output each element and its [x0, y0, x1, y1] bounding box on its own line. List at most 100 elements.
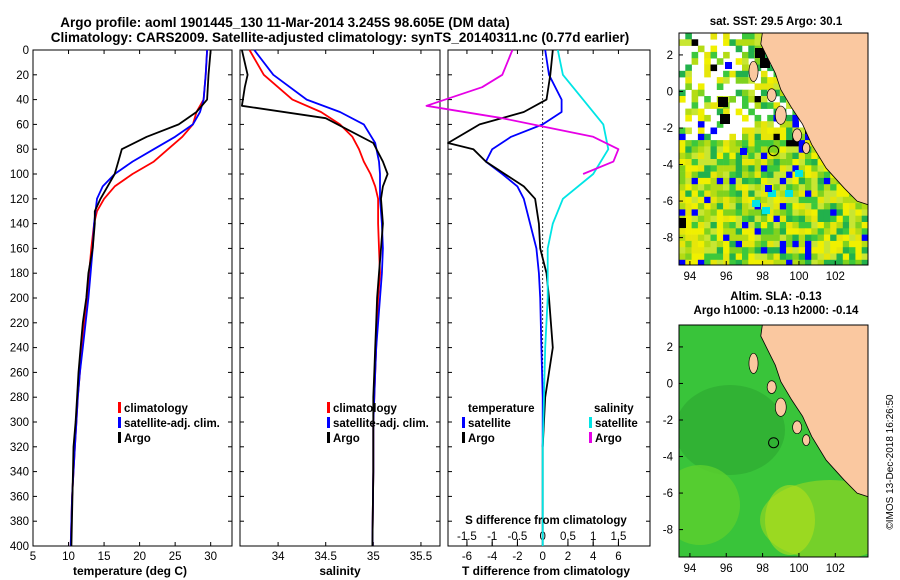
map-field [679, 325, 868, 557]
sst-cell [742, 114, 749, 122]
legend-satellite: satellite-adj. clim. [333, 418, 429, 430]
sst-cell [836, 215, 844, 223]
sst-cell [798, 247, 806, 254]
difference-legend: temperature satellite Argo salinity sate… [462, 403, 638, 445]
sst-cell [792, 114, 799, 122]
sst-cell [710, 209, 718, 216]
sst-cell [836, 222, 844, 229]
legend-swatch-argo [327, 432, 330, 443]
sst-cell [729, 171, 736, 179]
salinity-xlabel: salinity [319, 564, 361, 578]
sst-cell [836, 203, 844, 210]
sst-cell [716, 171, 724, 179]
sst-cell [723, 228, 730, 235]
sst-cell [773, 133, 781, 141]
sst-cell [760, 184, 768, 191]
sst-cell [842, 259, 850, 265]
sst-cell [697, 247, 705, 254]
sst-cell [842, 253, 850, 261]
sst-cell [697, 234, 705, 242]
sst-cell [697, 108, 705, 116]
sst-cell [760, 83, 768, 90]
sst-cell [742, 89, 749, 97]
sst-cell [795, 170, 803, 177]
sst-cell [754, 259, 762, 265]
sst-cell [742, 228, 749, 235]
sst-cell [817, 222, 825, 229]
sst-cell [830, 190, 837, 198]
sst-cell [767, 64, 774, 72]
y-tick-label: 200 [10, 293, 29, 305]
sst-cell [691, 140, 699, 147]
sla-map: 94 96 98 100 102 2 0 -2 -4 -6 -8 [663, 324, 869, 575]
y-tick-label: 380 [10, 516, 29, 528]
sst-cell [723, 159, 730, 166]
sst-cell [742, 77, 749, 84]
sst-cell [823, 222, 831, 229]
legend-s-argo: Argo [595, 433, 622, 445]
sst-cell [868, 159, 875, 166]
sst-cell [742, 184, 749, 191]
legend-swatch-argo [118, 432, 121, 443]
sst-cell [798, 177, 806, 185]
sst-cell [679, 259, 686, 265]
sst-cell [786, 159, 793, 166]
x-top-tick-label: -1 [487, 531, 497, 543]
sst-cell [685, 146, 692, 153]
map-x-tick-label: 98 [756, 563, 769, 575]
sst-cell [779, 140, 787, 147]
sst-cell [830, 222, 837, 229]
sst-cell [861, 215, 868, 223]
sst-cell [723, 247, 730, 254]
sst-cell [716, 165, 724, 172]
sst-cell [762, 207, 770, 214]
sst-cell [786, 196, 793, 204]
sst-cell [805, 203, 812, 210]
sst-cell [685, 64, 692, 72]
sst-cell [868, 109, 875, 116]
sst-cell [760, 177, 768, 185]
sst-cell [710, 171, 718, 179]
sst-cell [729, 177, 736, 185]
sst-cell [735, 247, 743, 254]
sst-cell [868, 134, 875, 141]
y-tick-label: 40 [16, 95, 29, 107]
sst-cell [735, 165, 743, 172]
sst-cell [830, 259, 837, 265]
sst-cell [716, 83, 724, 90]
sst-cell [849, 240, 856, 248]
sst-cell [716, 146, 724, 153]
sst-cell [773, 247, 781, 254]
sst-cell [798, 165, 806, 172]
sst-cell [779, 196, 787, 204]
sst-cell [718, 97, 728, 107]
sst-cell [704, 140, 711, 147]
sst-cell [710, 222, 718, 229]
sst-cell [792, 190, 799, 198]
map-y-tick-label: -6 [663, 196, 673, 208]
sst-cell [697, 209, 705, 216]
sst-cell [679, 159, 686, 166]
sst-cell [704, 234, 711, 242]
sst-cell [805, 234, 812, 242]
series-s-argo [425, 49, 620, 175]
sst-cell [760, 70, 768, 78]
sst-cell [779, 146, 787, 153]
sst-cell [697, 114, 705, 122]
sst-cell [679, 140, 686, 147]
sst-cell [823, 247, 831, 254]
sst-cell [735, 253, 743, 261]
sst-cell [697, 159, 705, 166]
sst-cell [842, 196, 850, 204]
sst-cell [754, 222, 762, 229]
sst-cell [760, 215, 768, 223]
sst-cell [716, 228, 724, 235]
sst-cell [685, 259, 692, 265]
sst-cell [792, 228, 799, 235]
sst-cell [811, 159, 818, 166]
sst-cell [685, 152, 692, 160]
sst-cell [823, 196, 831, 204]
sst-cell [685, 140, 692, 147]
sst-cell [805, 152, 812, 160]
sst-cell [868, 128, 875, 135]
